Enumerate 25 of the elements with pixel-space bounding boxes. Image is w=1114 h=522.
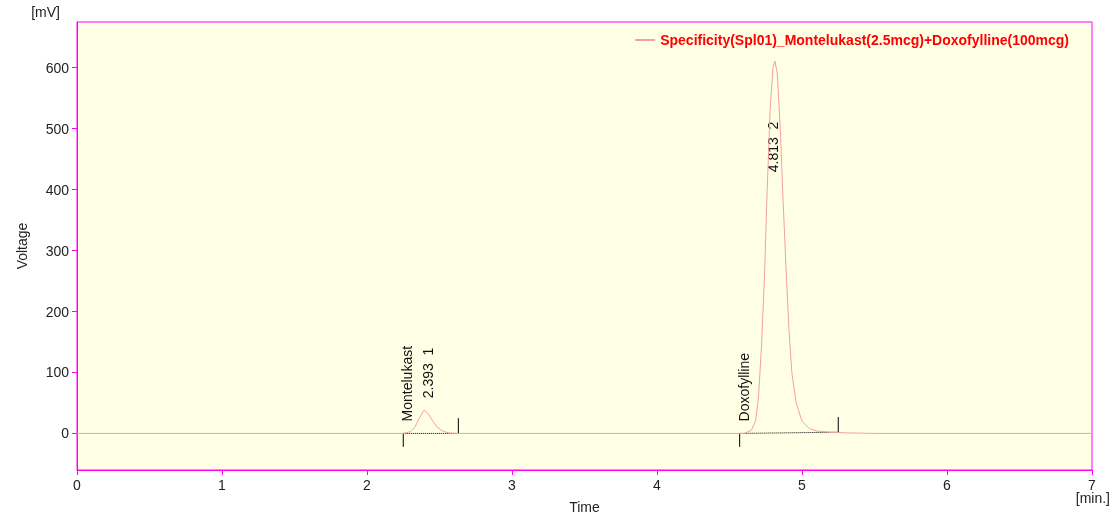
- y-tick-label: 400: [45, 181, 70, 198]
- x-axis-title: Time: [569, 499, 601, 515]
- legend-label: Specificity(Spl01)_Montelukast(2.5mcg)+Doxofylline(100mcg): [660, 32, 1070, 48]
- text: [min.]: [1075, 490, 1110, 506]
- x-tick-label: 1: [218, 477, 227, 493]
- x-tick-label: 2: [363, 477, 372, 493]
- annotation: 2.393 1: [419, 347, 436, 399]
- x-tick-label: 0: [73, 477, 82, 493]
- annotation: 4.813 2: [764, 121, 781, 173]
- y-tick-label: 500: [45, 120, 70, 137]
- y-tick-label: 300: [45, 242, 70, 259]
- y-tick-label: 0: [61, 425, 70, 442]
- annotation: Montelukast: [399, 345, 416, 422]
- x-tick-label: 6: [943, 477, 952, 493]
- x-tick-label: 4: [653, 477, 662, 493]
- y-tick-label: 100: [45, 364, 70, 381]
- text: [mV]: [31, 4, 60, 20]
- x-tick-label: 3: [508, 477, 517, 493]
- y-tick-label: 200: [45, 303, 70, 320]
- x-tick-label: 5: [798, 477, 807, 493]
- x-tick-label: 7: [1088, 477, 1097, 493]
- line-series: [76, 60, 1093, 434]
- y-tick-label: 600: [45, 59, 70, 76]
- y-axis-title: Voltage: [14, 222, 30, 270]
- annotation: Doxofylline: [735, 352, 752, 422]
